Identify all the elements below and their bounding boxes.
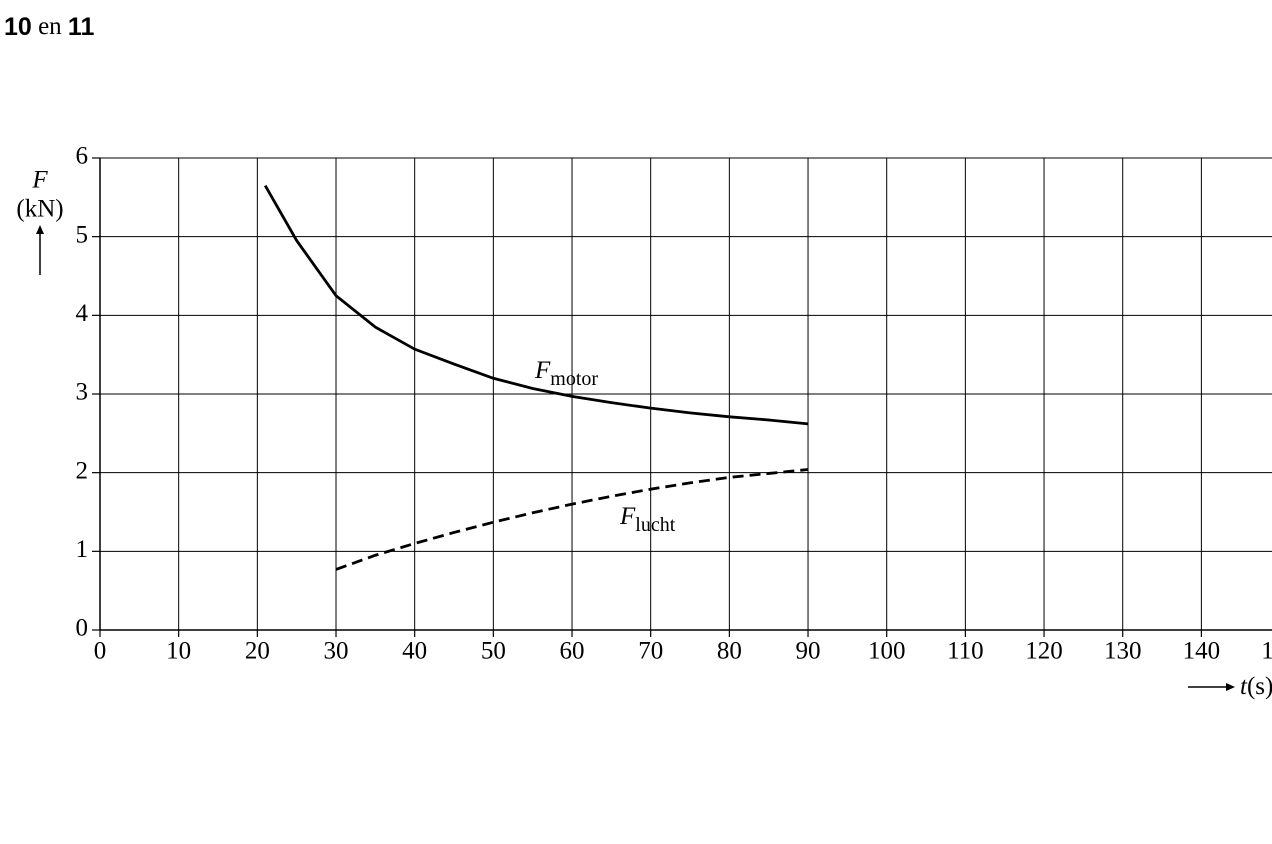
x-tick-label: 0 [94, 638, 107, 665]
x-axis-symbol: t [1240, 673, 1248, 700]
x-tick-label: 10 [166, 638, 191, 665]
series-label: Flucht [619, 503, 676, 536]
x-tick-label: 60 [560, 638, 585, 665]
series-label: Fmotor [534, 357, 598, 390]
y-tick-label: 2 [76, 457, 89, 484]
series-subscript: lucht [635, 514, 675, 536]
y-tick-label: 5 [76, 221, 89, 248]
x-tick-label: 40 [402, 638, 427, 665]
x-tick-label: 30 [324, 638, 349, 665]
y-axis-symbol: F [31, 167, 48, 194]
y-tick-label: 6 [76, 143, 89, 170]
x-tick-label: 100 [868, 638, 906, 665]
x-tick-label: 140 [1183, 638, 1221, 665]
x-axis-arrowhead [1226, 683, 1235, 691]
x-tick-label: 120 [1025, 638, 1063, 665]
series-line [263, 184, 809, 426]
heading-number: 11 [68, 13, 95, 41]
y-tick-label: 1 [76, 536, 89, 563]
x-tick-label: 20 [245, 638, 270, 665]
heading-connector: en [38, 13, 62, 40]
x-axis-unit: (s) [1247, 673, 1272, 700]
y-axis-arrowhead [36, 225, 44, 234]
heading: 10 en 11 [4, 13, 94, 41]
x-tick-label: 80 [717, 638, 742, 665]
x-tick-label: 110 [947, 638, 984, 665]
x-axis-label: t(s) [1240, 673, 1272, 700]
y-tick-label: 3 [76, 379, 89, 406]
x-tick-label: 50 [481, 638, 506, 665]
y-axis-unit: (kN) [16, 196, 63, 223]
series-line [335, 468, 809, 571]
x-tick-label: 130 [1104, 638, 1142, 665]
x-tick-label: 70 [638, 638, 663, 665]
series-subscript: motor [550, 368, 598, 390]
x-tick-label: 90 [796, 638, 821, 665]
series-symbol: F [534, 357, 551, 384]
x-tick-label: 150 [1261, 638, 1272, 665]
heading-number: 10 [4, 13, 32, 41]
series-symbol: F [619, 503, 636, 530]
y-tick-label: 4 [76, 300, 89, 327]
y-tick-label: 0 [76, 615, 89, 642]
